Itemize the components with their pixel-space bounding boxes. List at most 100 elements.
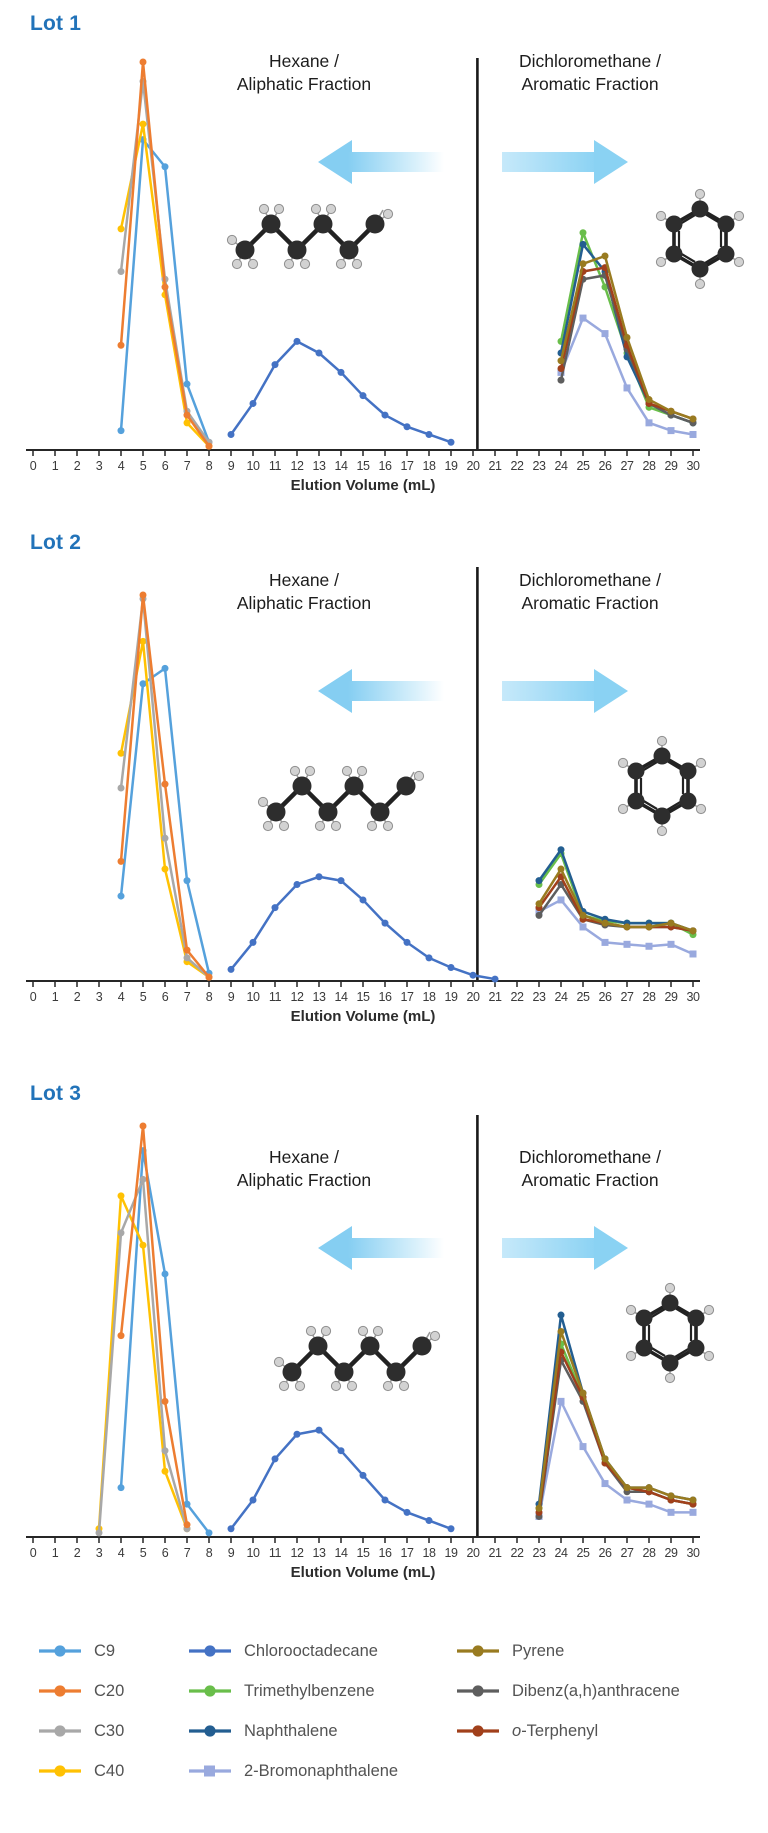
- lot2-panel: 0 1 2 3 4 5 6 7 8 9 10 11 12 13 14 15 16 17 18 19 20 21 22 23 24…: [0, 505, 768, 1030]
- x-tick-label: 23: [532, 459, 546, 473]
- x-tick-label: 7: [184, 1546, 191, 1560]
- x-tick-label: 8: [206, 1546, 213, 1560]
- series-pyr: [535, 1328, 697, 1512]
- x-tick-label: 29: [664, 1546, 678, 1560]
- x-tick-label: 22: [510, 459, 524, 473]
- x-tick-label: 27: [620, 459, 634, 473]
- circle-marker-icon: [457, 1685, 499, 1697]
- legend-item-pyr: Pyrene: [456, 1631, 680, 1671]
- circle-marker-icon: [189, 1685, 231, 1697]
- aromatic-fraction-label: Dichloromethane / Aromatic Fraction: [518, 1147, 662, 1191]
- right-arrow-icon: [500, 1226, 628, 1270]
- x-tick-label: 19: [444, 990, 458, 1004]
- series-chloro: [227, 1426, 455, 1533]
- left-arrow-icon: [318, 1226, 446, 1270]
- lot3-panel: 0 1 2 3 4 5 6 7 8 9 10 11 12 13 14 15 16 17 18 19 20 21 22 23 24…: [0, 1030, 768, 1605]
- x-tick-label: 7: [184, 990, 191, 1004]
- x-tick-label: 28: [642, 1546, 656, 1560]
- x-tick-label: 5: [140, 459, 147, 473]
- x-tick-label: 6: [162, 990, 169, 1004]
- x-tick-label: 11: [269, 990, 282, 1004]
- x-tick-label: 14: [334, 459, 348, 473]
- legend-item-tmb: Trimethylbenzene: [188, 1671, 456, 1711]
- x-axis-title: Elution Volume (mL): [291, 1008, 436, 1025]
- circle-marker-icon: [39, 1725, 81, 1737]
- series-brnaph: [557, 314, 697, 438]
- x-tick-label: 10: [246, 1546, 260, 1560]
- series-c9: [117, 664, 213, 977]
- x-tick-label: 5: [140, 990, 147, 1004]
- x-axis-title: Elution Volume (mL): [291, 477, 436, 494]
- benzene-molecule-icon: [616, 734, 708, 838]
- x-tick-label: 1: [52, 990, 59, 1004]
- x-tick-label: 21: [488, 990, 502, 1004]
- lot1-chart: 0 1 2 3 4 5 6 7 8 9 10 11 12 13 14 15 16 17 18 19 20 21 22 23 24…: [26, 58, 700, 494]
- series-pyr: [557, 252, 697, 423]
- x-tick-label: 25: [576, 1546, 590, 1560]
- x-tick-label: 21: [488, 1546, 502, 1560]
- x-tick-label: 4: [118, 459, 125, 473]
- x-axis-title: Elution Volume (mL): [291, 1564, 436, 1581]
- legend-label: o-Terphenyl: [512, 1721, 599, 1740]
- alkane-molecule-icon: [256, 760, 426, 838]
- x-tick-label: 5: [140, 1546, 147, 1560]
- x-tick-label: 6: [162, 1546, 169, 1560]
- left-arrow-icon: [318, 140, 446, 184]
- x-tick-label: 20: [466, 990, 480, 1004]
- x-tick-label: 2: [74, 1546, 81, 1560]
- x-tick-label: 2: [74, 459, 81, 473]
- alkane-molecule-icon: [272, 1320, 442, 1398]
- x-tick-label: 22: [510, 1546, 524, 1560]
- x-tick-label: 18: [422, 990, 436, 1004]
- legend-column: C9 C20 C30 C40: [38, 1631, 188, 1791]
- x-tick-label: 22: [510, 990, 524, 1004]
- circle-marker-icon: [189, 1725, 231, 1737]
- legend-item-c9: C9: [38, 1631, 188, 1671]
- circle-marker-icon: [39, 1765, 81, 1777]
- lot-title: Lot 1: [30, 12, 82, 35]
- x-tick-label: 11: [269, 459, 282, 473]
- legend-label: Naphthalene: [244, 1721, 338, 1740]
- x-tick-label: 19: [444, 459, 458, 473]
- x-tick-label: 13: [312, 459, 326, 473]
- x-tick-label: 29: [664, 459, 678, 473]
- legend-label: C9: [94, 1641, 116, 1660]
- x-tick-label: 3: [96, 990, 103, 1004]
- legend-item-brnaph: 2-Bromonaphthalene: [188, 1751, 456, 1791]
- legend-column: Pyrene Dibenz(a,h)anthracene o-Terphenyl: [456, 1631, 680, 1751]
- legend-item-dba: Dibenz(a,h)anthracene: [456, 1671, 680, 1711]
- x-tick-label: 14: [334, 1546, 348, 1560]
- x-tick-label: 26: [598, 1546, 612, 1560]
- x-tick-label: 15: [356, 990, 370, 1004]
- circle-marker-icon: [457, 1645, 499, 1657]
- x-tick-label: 0: [30, 1546, 37, 1560]
- aliphatic-fraction-label: Hexane / Aliphatic Fraction: [236, 51, 372, 95]
- right-arrow-icon: [500, 140, 628, 184]
- lot1-panel: 0 1 2 3 4 5 6 7 8 9 10 11 12 13 14 15 16 17 18 19 20 21 22 23 24…: [0, 0, 768, 505]
- x-tick-label: 21: [488, 459, 502, 473]
- legend-label: Chlorooctadecane: [244, 1641, 378, 1660]
- x-tick-label: 23: [532, 1546, 546, 1560]
- x-tick-label: 28: [642, 990, 656, 1004]
- x-tick-label: 10: [246, 459, 260, 473]
- x-tick-label: 27: [620, 1546, 634, 1560]
- circle-marker-icon: [457, 1725, 499, 1737]
- aliphatic-fraction-label: Hexane / Aliphatic Fraction: [236, 570, 372, 614]
- legend-item-oter: o-Terphenyl: [456, 1711, 680, 1751]
- x-tick-label: 8: [206, 459, 213, 473]
- x-tick-label: 12: [290, 990, 304, 1004]
- x-tick-label: 10: [246, 990, 260, 1004]
- x-tick-label: 23: [532, 990, 546, 1004]
- x-tick-label: 1: [52, 1546, 59, 1560]
- legend-item-naph: Naphthalene: [188, 1711, 456, 1751]
- left-arrow-icon: [318, 669, 446, 713]
- series-c20: [117, 591, 213, 981]
- x-tick-label: 18: [422, 1546, 436, 1560]
- x-tick-label: 4: [118, 1546, 125, 1560]
- legend-label: Trimethylbenzene: [244, 1681, 375, 1700]
- aromatic-fraction-label: Dichloromethane / Aromatic Fraction: [518, 570, 662, 614]
- x-tick-label: 14: [334, 990, 348, 1004]
- right-arrow-icon: [500, 669, 628, 713]
- x-tick-label: 17: [400, 1546, 414, 1560]
- x-tick-label: 9: [228, 1546, 235, 1560]
